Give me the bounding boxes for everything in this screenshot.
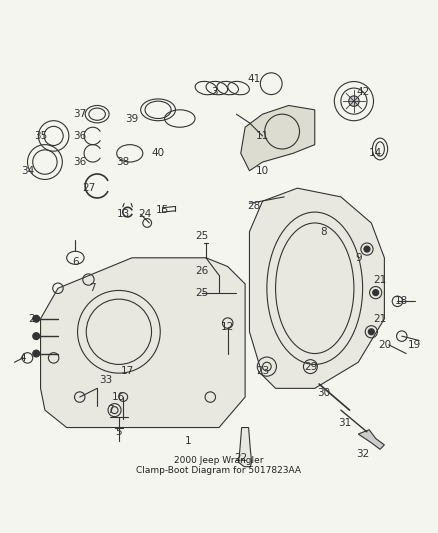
Text: 38: 38 — [117, 157, 130, 167]
Text: 15: 15 — [156, 205, 169, 215]
Circle shape — [368, 329, 374, 335]
Text: 37: 37 — [73, 109, 86, 119]
Text: 23: 23 — [256, 366, 269, 376]
Text: 39: 39 — [125, 114, 138, 124]
Text: 25: 25 — [195, 288, 208, 297]
Text: 13: 13 — [117, 209, 130, 219]
Text: 3: 3 — [212, 87, 218, 98]
Text: 11: 11 — [256, 131, 269, 141]
Text: 1: 1 — [185, 435, 192, 446]
Text: 30: 30 — [317, 387, 330, 398]
Text: 7: 7 — [107, 405, 113, 415]
Text: 29: 29 — [304, 361, 317, 372]
Text: 32: 32 — [356, 449, 369, 458]
Text: 14: 14 — [369, 148, 382, 158]
Circle shape — [33, 333, 40, 340]
Text: 6: 6 — [72, 257, 79, 267]
Text: 7: 7 — [89, 283, 96, 293]
Polygon shape — [239, 427, 252, 467]
Text: 17: 17 — [121, 366, 134, 376]
Text: 8: 8 — [320, 227, 327, 237]
Text: 5: 5 — [116, 427, 122, 437]
Text: 31: 31 — [339, 418, 352, 428]
Text: 25: 25 — [195, 231, 208, 241]
Circle shape — [364, 246, 370, 252]
Polygon shape — [358, 430, 385, 449]
Text: 42: 42 — [356, 87, 369, 98]
Text: 12: 12 — [221, 322, 234, 333]
Text: 21: 21 — [374, 314, 387, 324]
Circle shape — [33, 315, 40, 322]
Text: 40: 40 — [152, 148, 165, 158]
Text: 18: 18 — [395, 296, 408, 306]
Text: 36: 36 — [73, 157, 86, 167]
Circle shape — [33, 350, 40, 357]
Text: 35: 35 — [34, 131, 47, 141]
Text: 2000 Jeep Wrangler
Clamp-Boot Diagram for 5017823AA: 2000 Jeep Wrangler Clamp-Boot Diagram fo… — [137, 456, 301, 475]
Text: 27: 27 — [82, 183, 95, 193]
Text: 28: 28 — [247, 200, 261, 211]
Text: 20: 20 — [378, 340, 391, 350]
Text: 26: 26 — [195, 266, 208, 276]
Polygon shape — [250, 188, 385, 389]
Circle shape — [349, 96, 359, 107]
Text: 19: 19 — [408, 340, 421, 350]
Text: 24: 24 — [138, 209, 152, 219]
Text: 41: 41 — [247, 75, 261, 84]
Text: 10: 10 — [256, 166, 269, 176]
Text: 34: 34 — [21, 166, 34, 176]
Text: 33: 33 — [99, 375, 113, 385]
Text: 21: 21 — [374, 274, 387, 285]
Text: 4: 4 — [20, 353, 26, 363]
Polygon shape — [41, 258, 245, 427]
Text: 22: 22 — [234, 453, 247, 463]
Circle shape — [373, 289, 379, 296]
Text: 36: 36 — [73, 131, 86, 141]
Text: 16: 16 — [112, 392, 126, 402]
Text: 9: 9 — [355, 253, 362, 263]
Text: 2: 2 — [28, 314, 35, 324]
Polygon shape — [241, 106, 315, 171]
